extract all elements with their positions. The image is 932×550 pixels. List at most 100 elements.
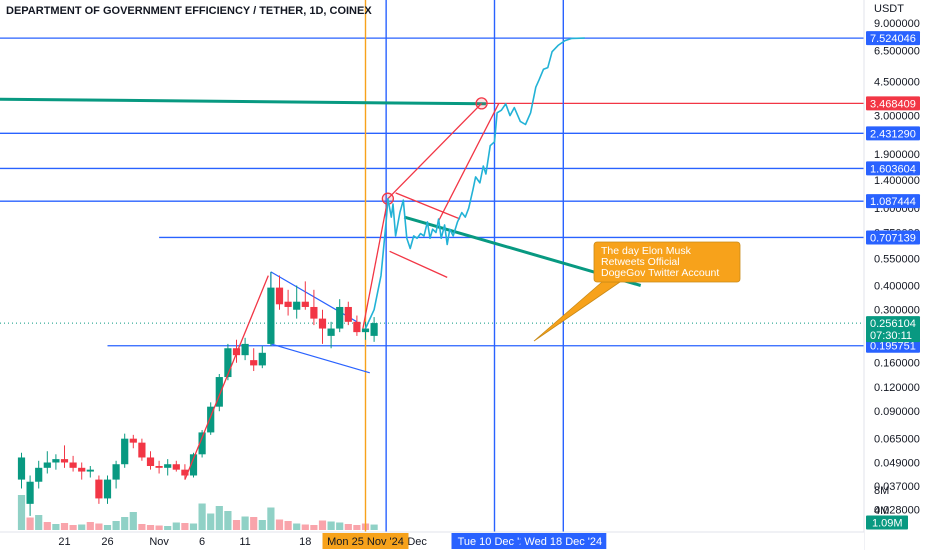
volume-bar — [172, 522, 180, 530]
candle-body[interactable] — [26, 481, 34, 504]
candle-body[interactable] — [95, 479, 103, 499]
candle-body[interactable] — [224, 348, 232, 378]
price-level-tag — [866, 31, 920, 46]
volume-bar — [353, 525, 361, 530]
volume-bar — [275, 519, 284, 530]
candle-body[interactable] — [189, 454, 198, 476]
candle-body[interactable] — [267, 287, 275, 344]
time-tick-label: 11 — [239, 536, 250, 548]
volume-bar — [189, 523, 198, 530]
price-tick-label: 0.120000 — [874, 382, 920, 394]
volume-bar — [327, 521, 335, 530]
volume-bar — [17, 495, 26, 530]
price-tick-label: 0.400000 — [874, 280, 920, 292]
candle-body[interactable] — [370, 323, 378, 336]
candle-body[interactable] — [52, 459, 60, 463]
candle-body[interactable] — [78, 467, 86, 472]
time-tick-label: Dec — [407, 536, 427, 548]
candle-body[interactable] — [284, 301, 292, 307]
date-marker-label: Mon 25 Nov '24 — [327, 536, 404, 548]
volume-bar — [86, 522, 94, 530]
volume-bar — [301, 524, 309, 530]
price-level-tag — [866, 96, 920, 111]
candle-body[interactable] — [258, 352, 266, 366]
price-tick-label: 0.049000 — [874, 457, 920, 469]
volume-bar — [258, 520, 266, 530]
price-tick-label: 0.300000 — [874, 305, 920, 317]
volume-bar — [78, 524, 86, 530]
drawing-line — [395, 192, 461, 220]
candle-body[interactable] — [353, 321, 361, 333]
volume-tick-label: 8M — [874, 485, 889, 497]
channel-line — [270, 343, 370, 374]
candle-body[interactable] — [250, 360, 258, 366]
volume-bar — [138, 524, 146, 530]
callout-text: DogeGov Twitter Account — [601, 267, 719, 279]
price-tick-label: 0.160000 — [874, 358, 920, 370]
candle-body[interactable] — [241, 343, 249, 356]
volume-bar — [344, 524, 352, 530]
candle-body[interactable] — [138, 442, 146, 458]
current-price-value: 0.256104 — [870, 318, 916, 330]
volume-bar — [198, 503, 206, 530]
time-scale[interactable] — [0, 532, 864, 550]
candle-body[interactable] — [344, 306, 352, 322]
candle-body[interactable] — [336, 306, 344, 329]
callout-text: Retweets Official — [601, 256, 680, 268]
candle-body[interactable] — [327, 328, 335, 336]
price-level-tag — [866, 126, 920, 141]
candle-body[interactable] — [43, 462, 51, 468]
price-tick-label: 0.090000 — [874, 406, 920, 418]
candle-body[interactable] — [172, 464, 180, 470]
drawing-line — [362, 198, 389, 329]
candle-body[interactable] — [198, 432, 206, 455]
candle-body[interactable] — [35, 467, 43, 482]
candle-body[interactable] — [275, 287, 284, 305]
volume-bar — [43, 522, 51, 530]
volume-bar — [35, 515, 43, 530]
candle-body[interactable] — [293, 301, 301, 310]
candle-body[interactable] — [301, 301, 309, 307]
price-tick-label: 1.400000 — [874, 175, 920, 187]
volume-bar — [103, 525, 112, 530]
price-level-tag — [866, 161, 920, 176]
price-scale[interactable] — [864, 0, 932, 550]
candle-body[interactable] — [310, 306, 318, 319]
volume-bar — [284, 521, 292, 530]
drawing-line — [184, 275, 269, 480]
candle-body[interactable] — [69, 462, 77, 468]
volume-bar — [52, 524, 60, 530]
candle-body[interactable] — [361, 328, 370, 333]
price-tick-label: 0.028000 — [874, 505, 920, 517]
date-marker-label: Tue 10 Dec '24 — [458, 536, 532, 548]
candle-body[interactable] — [121, 438, 129, 465]
candle-body[interactable] — [181, 469, 189, 476]
price-level-value: 7.524046 — [870, 33, 916, 45]
candle-body[interactable] — [155, 466, 163, 468]
candle-body[interactable] — [103, 479, 112, 499]
volume-bar — [155, 525, 163, 530]
candle-body[interactable] — [146, 457, 155, 467]
callout-box[interactable] — [593, 241, 741, 283]
price-level-value: 1.603604 — [870, 163, 916, 175]
candle-body[interactable] — [215, 377, 223, 407]
candle-body[interactable] — [207, 406, 215, 433]
date-marker-tag — [322, 533, 409, 549]
candle-body[interactable] — [318, 318, 327, 329]
candle-body[interactable] — [60, 459, 69, 463]
volume-bar — [241, 516, 249, 530]
volume-bar — [267, 507, 275, 530]
candle-body[interactable] — [112, 464, 120, 480]
candle-body[interactable] — [17, 457, 26, 480]
date-marker-tag — [520, 533, 607, 549]
time-tick-label: 18 — [299, 536, 311, 548]
time-tick-label: 6 — [199, 536, 205, 548]
candle-body[interactable] — [129, 438, 137, 443]
price-level-value: 3.468409 — [870, 98, 916, 110]
time-tick-label: Nov — [149, 536, 169, 548]
candle-body[interactable] — [164, 464, 172, 468]
volume-bar — [112, 521, 120, 530]
candle-body[interactable] — [86, 469, 94, 472]
